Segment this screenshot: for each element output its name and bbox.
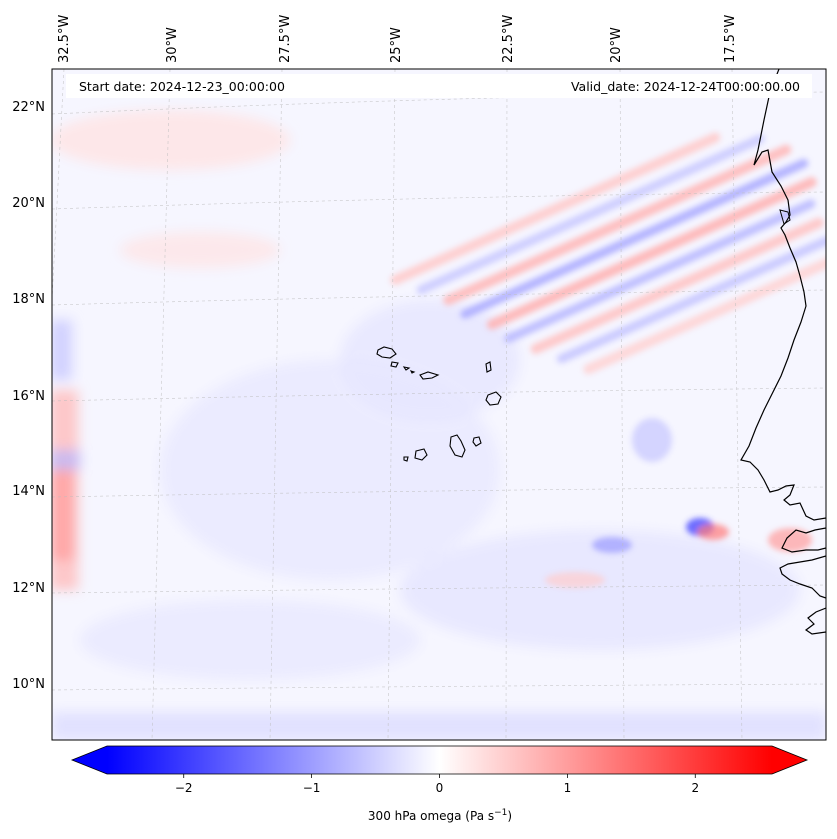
map-frame <box>51 68 827 741</box>
lon-label-20w: 20°W <box>609 27 624 63</box>
cape-verde-islands <box>376 346 502 462</box>
lat-label-22n: 22°N <box>12 100 45 115</box>
colorbar-tick-label: 0 <box>436 781 444 795</box>
wave-train <box>390 132 826 588</box>
colorbar-tick-label: −2 <box>175 781 193 795</box>
map-panel <box>52 69 826 740</box>
lon-label-25w: 25°W <box>389 27 404 63</box>
lon-label-32-5w: 32.5°W <box>57 15 72 63</box>
colorbar-tick-label: 2 <box>691 781 699 795</box>
lon-label-22-5w: 22.5°W <box>501 15 516 63</box>
lat-label-18n: 18°N <box>12 292 45 307</box>
lon-label-30w: 30°W <box>165 27 180 63</box>
colorbar-label: 300 hPa omega (Pa s−1) <box>368 808 512 823</box>
lat-label-14n: 14°N <box>12 484 45 499</box>
african-coastline <box>740 69 826 635</box>
gridlines <box>52 69 826 740</box>
colorbar: −2 −1 0 1 2 300 hPa omega (Pa s−1) <box>70 745 809 823</box>
lat-label-12n: 12°N <box>12 581 45 596</box>
lat-label-16n: 16°N <box>12 389 45 404</box>
colorbar-min-arrow <box>72 746 107 774</box>
colorbar-ticks: −2 −1 0 1 2 <box>175 774 699 795</box>
info-box <box>66 74 812 98</box>
valid-date-label: Valid_date: 2024-12-24T00:00:00.00 <box>571 79 800 94</box>
colorbar-outline <box>70 745 809 775</box>
coast-inlet <box>779 209 791 225</box>
omega-field <box>52 110 826 740</box>
start-date-label: Start date: 2024-12-23_00:00:00 <box>79 79 285 94</box>
lat-label-10n: 10°N <box>12 677 45 692</box>
lat-label-20n: 20°N <box>12 196 45 211</box>
colorbar-max-arrow <box>772 746 807 774</box>
longitude-labels: 32.5°W 30°W 27.5°W 25°W 22.5°W 20°W 17.5… <box>57 15 738 63</box>
colorbar-tick-label: 1 <box>564 781 572 795</box>
lon-label-27-5w: 27.5°W <box>278 15 293 63</box>
lon-label-17-5w: 17.5°W <box>723 15 738 63</box>
colorbar-tick-label: −1 <box>303 781 321 795</box>
colorbar-gradient <box>107 746 772 774</box>
latitude-labels: 22°N 20°N 18°N 16°N 14°N 12°N 10°N <box>12 100 45 692</box>
